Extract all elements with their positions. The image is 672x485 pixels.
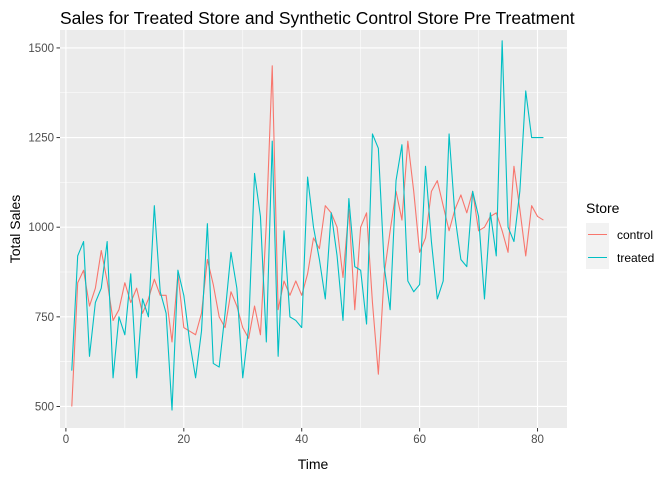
legend-title: Store (586, 200, 620, 216)
legend: Store control treated (586, 200, 654, 269)
legend-items: control treated (586, 223, 654, 269)
legend-label-treated: treated (617, 251, 654, 265)
y-tick-label: 1000 (28, 222, 54, 234)
chart-title: Sales for Treated Store and Synthetic Co… (60, 8, 575, 28)
y-tick-label: 750 (35, 312, 54, 324)
y-tick-label: 500 (35, 401, 54, 413)
y-tick-label: 1500 (28, 43, 54, 55)
x-tick-label: 80 (531, 434, 544, 446)
x-tick-label: 40 (295, 434, 308, 446)
grid-major (60, 30, 567, 428)
series-line-control (71, 65, 544, 407)
y-axis-label: Total Sales (7, 195, 23, 263)
legend-label-control: control (617, 228, 653, 242)
x-axis-label: Time (298, 456, 329, 472)
series-layer (71, 40, 544, 411)
series-line-treated (71, 40, 544, 411)
y-tick-label: 1250 (28, 133, 54, 145)
x-tick-label: 0 (63, 434, 69, 446)
axis-layer: 0 20 40 60 80 500 750 1000 1250 1500 (28, 43, 544, 446)
x-tick-label: 60 (413, 434, 426, 446)
x-tick-label: 20 (177, 434, 190, 446)
